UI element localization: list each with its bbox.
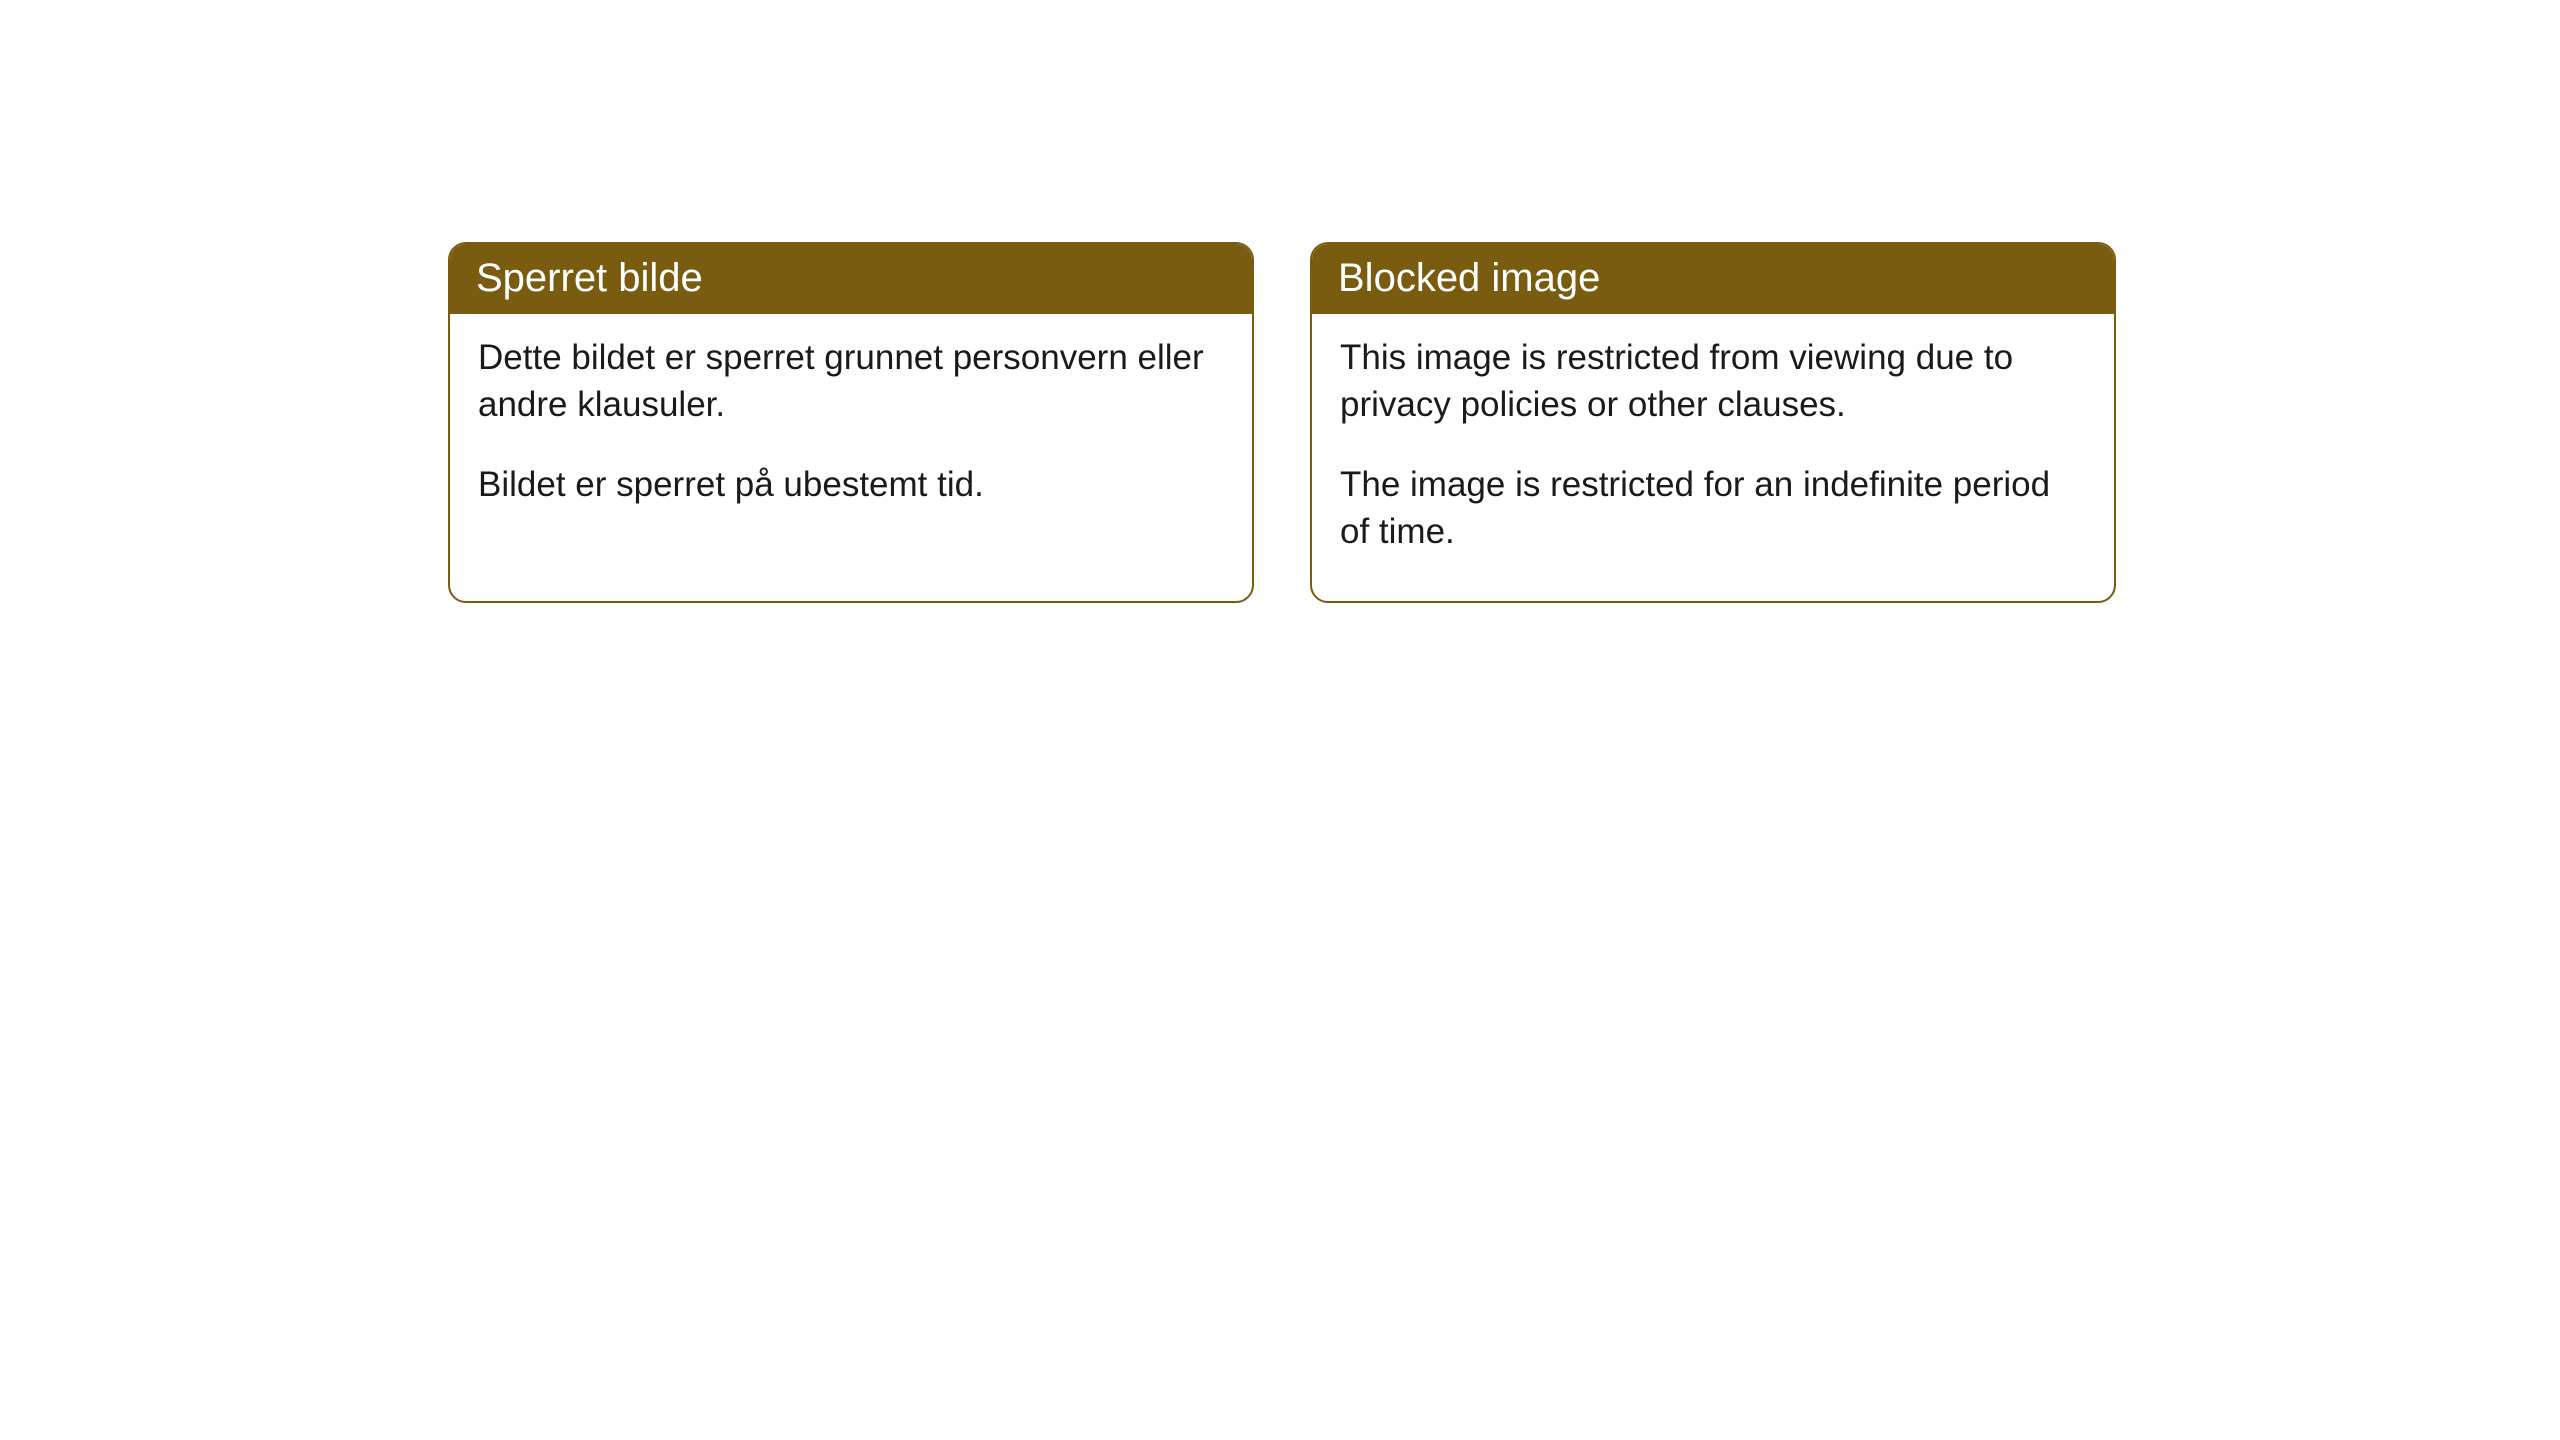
notice-header-norwegian: Sperret bilde bbox=[450, 244, 1252, 314]
notice-header-english: Blocked image bbox=[1312, 244, 2114, 314]
notice-body-norwegian: Dette bildet er sperret grunnet personve… bbox=[450, 314, 1252, 554]
notice-container: Sperret bilde Dette bildet er sperret gr… bbox=[0, 0, 2560, 603]
notice-text-english-2: The image is restricted for an indefinit… bbox=[1340, 461, 2086, 556]
notice-body-english: This image is restricted from viewing du… bbox=[1312, 314, 2114, 601]
notice-card-norwegian: Sperret bilde Dette bildet er sperret gr… bbox=[448, 242, 1254, 603]
notice-card-english: Blocked image This image is restricted f… bbox=[1310, 242, 2116, 603]
notice-text-norwegian-2: Bildet er sperret på ubestemt tid. bbox=[478, 461, 1224, 508]
notice-text-norwegian-1: Dette bildet er sperret grunnet personve… bbox=[478, 334, 1224, 429]
notice-text-english-1: This image is restricted from viewing du… bbox=[1340, 334, 2086, 429]
